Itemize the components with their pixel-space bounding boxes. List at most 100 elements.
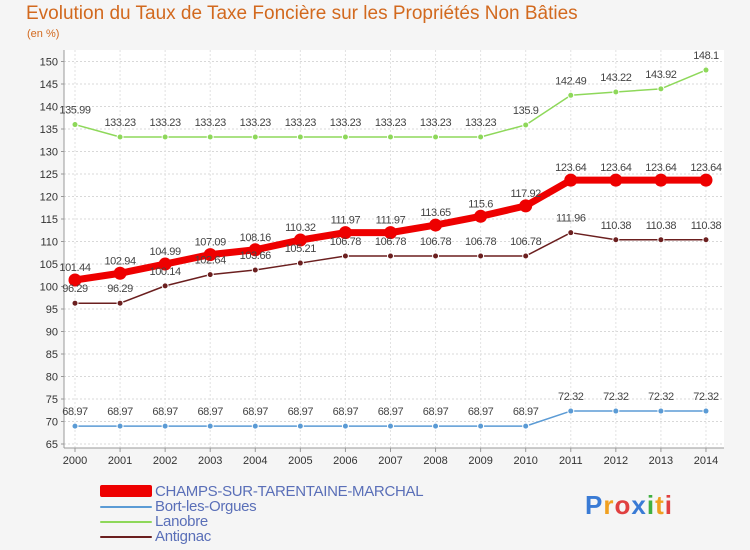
data-label: 133.23 (195, 117, 227, 129)
data-label: 142.49 (555, 75, 587, 87)
data-point (477, 422, 485, 430)
data-point (341, 252, 349, 260)
y-tick-label: 115 (40, 214, 58, 226)
data-label: 113.65 (420, 207, 451, 219)
y-axis-unit: (en %) (27, 28, 60, 40)
data-label: 68.97 (288, 406, 314, 418)
data-point (657, 407, 665, 415)
data-label: 110.38 (691, 220, 722, 232)
data-label: 102.94 (104, 255, 136, 267)
x-tick-label: 2001 (108, 455, 132, 467)
data-label: 106.78 (465, 236, 497, 248)
legend-label: Antignac (155, 528, 211, 545)
data-point (341, 133, 349, 141)
data-label: 115.6 (468, 198, 493, 210)
data-point (161, 422, 169, 430)
legend-label: CHAMPS-SUR-TARENTAINE-MARCHAL (155, 483, 424, 500)
brand-letter: P (585, 490, 604, 520)
data-point (161, 133, 169, 141)
y-tick-label: 95 (46, 304, 58, 316)
data-label: 133.23 (465, 117, 497, 129)
data-label: 96.29 (62, 283, 88, 295)
data-label: 111.97 (376, 215, 406, 227)
data-point (477, 252, 485, 260)
proxiti-logo: Proxiti (585, 490, 673, 521)
data-point (116, 299, 124, 307)
data-point (206, 271, 214, 279)
data-label: 123.64 (690, 162, 722, 174)
data-point (609, 173, 623, 187)
brand-letter: o (614, 490, 632, 520)
data-label: 123.64 (555, 162, 587, 174)
data-label: 110.38 (646, 220, 677, 232)
data-point (657, 85, 665, 93)
legend-swatch (100, 536, 152, 538)
data-point (116, 422, 124, 430)
x-tick-label: 2010 (513, 455, 537, 467)
data-point (113, 266, 127, 280)
data-label: 110.32 (285, 222, 316, 234)
data-label: 133.23 (375, 117, 407, 129)
x-tick-label: 2008 (423, 455, 447, 467)
legend-item: Bort-les-Orgues (100, 498, 520, 515)
data-point (612, 236, 620, 244)
data-label: 96.29 (107, 283, 133, 295)
y-tick-label: 130 (40, 147, 58, 159)
data-label: 111.96 (556, 213, 586, 225)
data-label: 68.97 (107, 406, 133, 418)
y-tick-label: 75 (46, 394, 58, 406)
chart-legend: CHAMPS-SUR-TARENTAINE-MARCHAL Bort-les-O… (100, 483, 520, 545)
y-tick-label: 125 (40, 169, 58, 181)
data-point (383, 226, 397, 240)
data-point (116, 133, 124, 141)
data-label: 68.97 (333, 406, 359, 418)
y-tick-label: 100 (40, 282, 58, 294)
data-label: 108.16 (240, 232, 272, 244)
data-point (248, 243, 262, 257)
legend-swatch (100, 506, 152, 508)
data-label: 106.78 (420, 236, 452, 248)
x-tick-label: 2011 (559, 455, 583, 467)
data-label: 135.9 (513, 105, 539, 117)
data-label: 123.64 (600, 162, 632, 174)
data-point (612, 88, 620, 96)
data-label: 107.09 (195, 237, 227, 249)
data-label: 133.23 (285, 117, 317, 129)
data-point (296, 259, 304, 267)
legend-label: Lanobre (155, 513, 208, 530)
data-label: 104.99 (150, 246, 182, 258)
data-point (432, 133, 440, 141)
data-label: 68.97 (197, 406, 223, 418)
data-point (68, 273, 82, 287)
data-label: 72.32 (558, 391, 584, 403)
brand-letter: x (631, 490, 647, 520)
y-tick-label: 105 (40, 259, 58, 271)
brand-letter: t (655, 490, 665, 520)
data-label: 111.97 (331, 215, 361, 227)
legend-item: CHAMPS-SUR-TARENTAINE-MARCHAL (100, 483, 520, 500)
data-point (71, 299, 79, 307)
data-label: 148.1 (693, 50, 719, 62)
y-tick-label: 120 (40, 192, 58, 204)
data-label: 133.23 (330, 117, 362, 129)
data-point (477, 133, 485, 141)
x-tick-label: 2013 (649, 455, 673, 467)
data-label: 133.23 (420, 117, 452, 129)
brand-letter: i (646, 490, 656, 520)
data-label: 123.64 (645, 162, 677, 174)
legend-swatch (100, 485, 152, 497)
data-label: 133.23 (150, 117, 182, 129)
y-tick-label: 150 (40, 57, 58, 69)
data-label: 68.97 (378, 406, 404, 418)
data-point (699, 173, 713, 187)
data-point (519, 199, 533, 213)
y-tick-label: 90 (46, 327, 58, 339)
data-point (206, 133, 214, 141)
data-point (296, 133, 304, 141)
data-label: 143.92 (645, 69, 677, 81)
data-point (338, 226, 352, 240)
data-label: 68.97 (152, 406, 178, 418)
data-point (161, 282, 169, 290)
data-label: 133.23 (240, 117, 272, 129)
x-tick-label: 2009 (468, 455, 492, 467)
